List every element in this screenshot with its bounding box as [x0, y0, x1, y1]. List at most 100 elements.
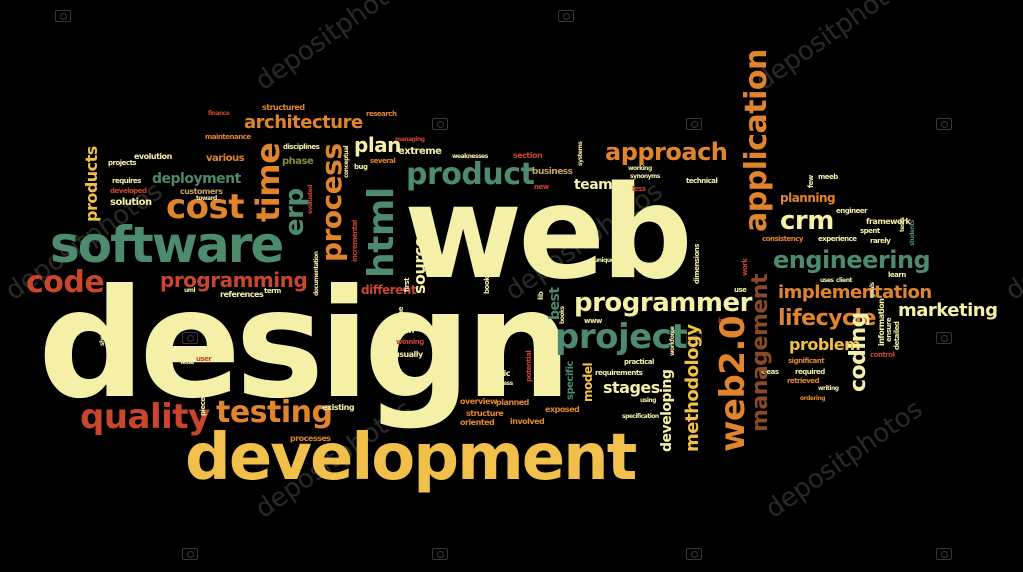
word-marketing: marketing — [898, 300, 998, 321]
word-model: model — [581, 362, 595, 402]
word-evaluated: evaluated — [307, 184, 314, 214]
word-term: term — [264, 287, 281, 295]
word-approach: approach — [605, 138, 728, 166]
word-engineer: engineer — [836, 207, 868, 215]
camera-icon — [936, 332, 952, 344]
word-coding: coding — [846, 312, 871, 392]
watermark-text: depositphotos — [1000, 176, 1023, 307]
watermark-text: depositphotos — [760, 394, 929, 525]
word-code: code — [26, 265, 105, 300]
word-implementation: implementation — [778, 282, 932, 303]
camera-icon — [686, 118, 702, 130]
word-structured: structured — [262, 103, 305, 112]
word-stages: stages — [603, 378, 660, 397]
word-few: few — [807, 175, 815, 188]
word-several: several — [370, 157, 396, 165]
word-architecture: architecture — [244, 112, 363, 133]
camera-icon — [936, 118, 952, 130]
word-students: students — [909, 220, 916, 246]
word-business: business — [532, 167, 573, 177]
watermark-text: depositphotos — [250, 0, 419, 97]
camera-icon — [558, 10, 574, 22]
word-research: research — [366, 110, 397, 118]
word-ensure: ensure — [885, 317, 893, 342]
word-ordering: ordering — [800, 395, 826, 402]
word-extreme: extreme — [398, 146, 442, 157]
word-source: source — [410, 236, 429, 294]
word-ideas: ideas — [760, 368, 779, 376]
word-project: project — [555, 317, 688, 357]
word-use: use — [734, 286, 747, 294]
word-development: development — [185, 421, 637, 495]
word-specific: specific — [565, 361, 576, 400]
word-staff: staff — [396, 326, 415, 335]
word-solution: solution — [110, 197, 152, 208]
word-different: different — [361, 283, 417, 297]
camera-icon — [432, 332, 448, 344]
word-topic: topic — [490, 369, 511, 378]
word-unique: unique — [594, 257, 615, 264]
word-problem: problem — [789, 335, 861, 354]
word-lifecycle: lifecycle — [778, 306, 876, 331]
word-developing: developing — [659, 369, 675, 452]
word-customers: customers — [180, 187, 223, 196]
word-programming: programming — [160, 268, 308, 292]
camera-icon — [686, 548, 702, 560]
word-maintenance: maintenance — [205, 133, 251, 141]
word-less: less — [632, 185, 646, 193]
word-spent: spent — [860, 227, 880, 235]
word-writing: writing — [818, 385, 839, 392]
word-piece: piece — [199, 397, 207, 416]
word-practical: practical — [624, 358, 654, 366]
word-first: first — [403, 278, 411, 292]
word-managing: managing — [395, 136, 425, 143]
word-user: user — [196, 355, 212, 363]
word-goals: goals — [869, 282, 876, 298]
word-projects: projects — [108, 159, 137, 167]
word-web20: web2.0 — [713, 315, 753, 452]
word-methodology: methodology — [682, 324, 703, 452]
word-programmer: programmer — [574, 288, 752, 318]
word-retrieved: retrieved — [787, 377, 819, 385]
camera-icon — [432, 548, 448, 560]
camera-icon — [182, 548, 198, 560]
word-developed: developed — [110, 187, 147, 195]
word-crm: crm — [780, 206, 834, 236]
word-process: process — [315, 143, 348, 262]
camera-icon — [686, 332, 702, 344]
word-lib: lib — [537, 291, 545, 300]
word-planned: planned — [496, 398, 529, 407]
word-uses: uses — [820, 277, 834, 284]
word-winning: winning — [396, 338, 424, 346]
word-synonyms: synonyms — [630, 173, 660, 180]
word-oriented: oriented — [460, 418, 495, 427]
word-finance: finance — [208, 110, 230, 117]
word-overview: overview — [460, 397, 497, 406]
word-software: software — [50, 216, 284, 274]
word-rarely: rarely — [870, 237, 891, 245]
camera-icon — [55, 10, 71, 22]
word-web: web — [404, 159, 693, 308]
word-processes: processes — [290, 434, 331, 443]
word-bug: bug — [354, 163, 368, 171]
word-usually: usually — [394, 350, 423, 359]
word-technical: technical — [686, 177, 718, 185]
word-structure: structure — [466, 409, 504, 418]
word-design: design — [38, 258, 572, 432]
word-documentation: documentation — [313, 251, 320, 296]
word-work: work — [741, 258, 749, 276]
word-references: references — [220, 290, 264, 299]
word-control: control — [870, 351, 895, 359]
word-html: html — [361, 187, 402, 278]
word-systems: systems — [577, 141, 584, 166]
word-significant: significant — [788, 357, 825, 365]
word-experience: experience — [818, 235, 857, 243]
word-involved: involved — [510, 417, 545, 426]
word-learn: learn — [888, 271, 906, 279]
word-dimensions: dimensions — [693, 244, 701, 284]
word-working: working — [628, 165, 652, 172]
word-client: client — [836, 277, 852, 284]
word-planning: planning — [780, 191, 836, 205]
word-meeb: meeb — [818, 173, 838, 181]
